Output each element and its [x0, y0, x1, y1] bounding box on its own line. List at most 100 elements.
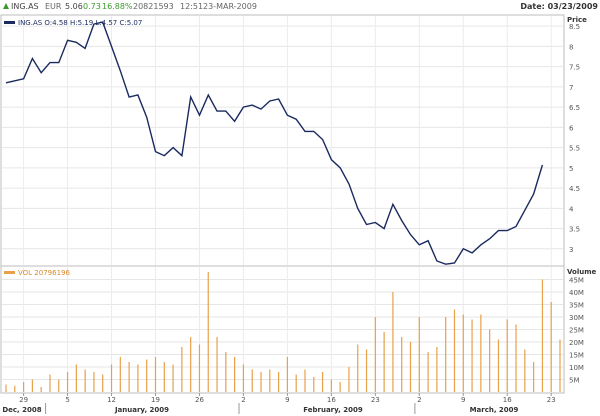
volume-bar: [198, 344, 201, 392]
volume-bar: [154, 357, 157, 392]
x-tick-label: 2: [417, 396, 421, 404]
volume-bar: [40, 387, 42, 392]
volume-bar: [489, 329, 491, 392]
volume-bar: [49, 374, 51, 392]
volume-bar: [541, 279, 544, 392]
x-tick-label: 26: [195, 396, 204, 404]
volume-bar: [418, 317, 420, 392]
volume-bar: [550, 302, 552, 392]
price-legend: ING.AS O:4.58 H:5.19 L:4.57 C:5.07: [18, 19, 142, 27]
currency-label: EUR: [45, 2, 62, 11]
volume-bar: [58, 379, 60, 392]
price-axis: 3 3.5 4 4.5 5 5.5 6 6.5 7 7.5 8 8.5: [569, 23, 580, 254]
x-tick-label: 19: [151, 396, 160, 404]
volume-bar: [260, 372, 262, 392]
volume-bar: [22, 382, 25, 392]
last-price: 5.06: [65, 2, 83, 11]
price-legend-swatch: [4, 21, 15, 24]
volume-tick-label: 30M: [569, 314, 584, 322]
price-tick-label: 8.5: [569, 23, 580, 31]
volume-bar: [5, 384, 7, 392]
volume-tick-label: 45M: [569, 277, 584, 285]
volume-bar: [427, 352, 429, 392]
volume-bar: [497, 339, 500, 392]
volume-bar: [286, 357, 288, 392]
volume-bar: [533, 362, 535, 392]
price-tick-label: 7.5: [569, 64, 580, 72]
date-label: Date: 03/23/2009: [520, 2, 598, 11]
x-tick-label: 2: [241, 396, 245, 404]
volume-bar: [357, 344, 359, 392]
volume-tick-label: 15M: [569, 352, 584, 360]
volume-bar: [559, 339, 561, 392]
price-tick-label: 4.5: [569, 185, 580, 193]
volume-bar: [295, 374, 297, 392]
volume-bar: [75, 364, 77, 392]
price-change: 0.73: [83, 2, 101, 11]
volume-tick-label: 25M: [569, 327, 584, 335]
x-tick-label: 12: [107, 396, 116, 404]
x-tick-label: 9: [461, 396, 465, 404]
volume-bar: [462, 314, 464, 392]
volume-bar: [401, 337, 403, 392]
volume-bar: [480, 314, 482, 392]
volume-bar: [374, 317, 376, 392]
month-label: February, 2009: [303, 406, 363, 414]
chart-header: ING.AS EUR 5.06 0.73 16.88% 20821593 12:…: [0, 0, 600, 14]
price-tick-label: 5.5: [569, 145, 580, 153]
up-arrow-icon: [3, 3, 9, 9]
price-grid: [2, 16, 563, 265]
volume-bar: [506, 319, 508, 392]
volume-legend-swatch: [4, 271, 15, 274]
x-tick-label: 23: [371, 396, 380, 404]
volume-bar: [524, 349, 526, 392]
price-line: [5, 21, 544, 265]
price-axis-title: Price: [567, 16, 587, 24]
month-label: March, 2009: [470, 406, 519, 414]
volume-bar: [93, 372, 95, 392]
volume-bar: [365, 349, 368, 392]
x-tick-label: 23: [547, 396, 556, 404]
volume-bar: [409, 342, 412, 392]
volume-bar: [269, 369, 271, 392]
quote-time: 12:51: [180, 2, 204, 11]
price-tick-label: 3.5: [569, 226, 580, 234]
volume-bar: [251, 369, 253, 392]
volume-bar: [321, 372, 324, 392]
x-tick-label: 16: [327, 396, 336, 404]
volume-bar: [348, 367, 350, 392]
volume-bar: [445, 317, 447, 392]
volume-value: 20821593: [133, 2, 174, 11]
volume-tick-label: 5M: [569, 377, 580, 385]
volume-bar: [110, 364, 113, 392]
volume-bar: [304, 369, 306, 392]
volume-bar: [515, 324, 517, 392]
volume-bar: [339, 382, 341, 392]
month-label: Dec, 2008: [2, 406, 41, 414]
volume-bar: [146, 359, 148, 392]
volume-bar: [207, 272, 209, 392]
volume-bar: [172, 364, 174, 392]
volume-bar: [392, 292, 394, 392]
volume-bar: [436, 347, 438, 392]
volume-bar: [84, 369, 86, 392]
volume-panel-frame: [0, 265, 565, 394]
volume-bar: [137, 364, 139, 392]
volume-bar: [278, 372, 280, 392]
volume-bar: [453, 309, 456, 392]
price-tick-label: 6.5: [569, 104, 580, 112]
x-tick-label: 9: [285, 396, 289, 404]
volume-bar: [14, 385, 16, 392]
x-tick-label: 29: [19, 396, 28, 404]
volume-tick-label: 35M: [569, 302, 584, 310]
volume-tick-label: 10M: [569, 364, 584, 372]
volume-bars: [5, 272, 561, 392]
price-change-pct: 16.88%: [102, 2, 133, 11]
volume-bar: [181, 347, 183, 392]
volume-bar: [163, 362, 165, 392]
volume-bar: [216, 337, 218, 392]
volume-bar: [225, 352, 227, 392]
volume-bar: [330, 379, 332, 392]
